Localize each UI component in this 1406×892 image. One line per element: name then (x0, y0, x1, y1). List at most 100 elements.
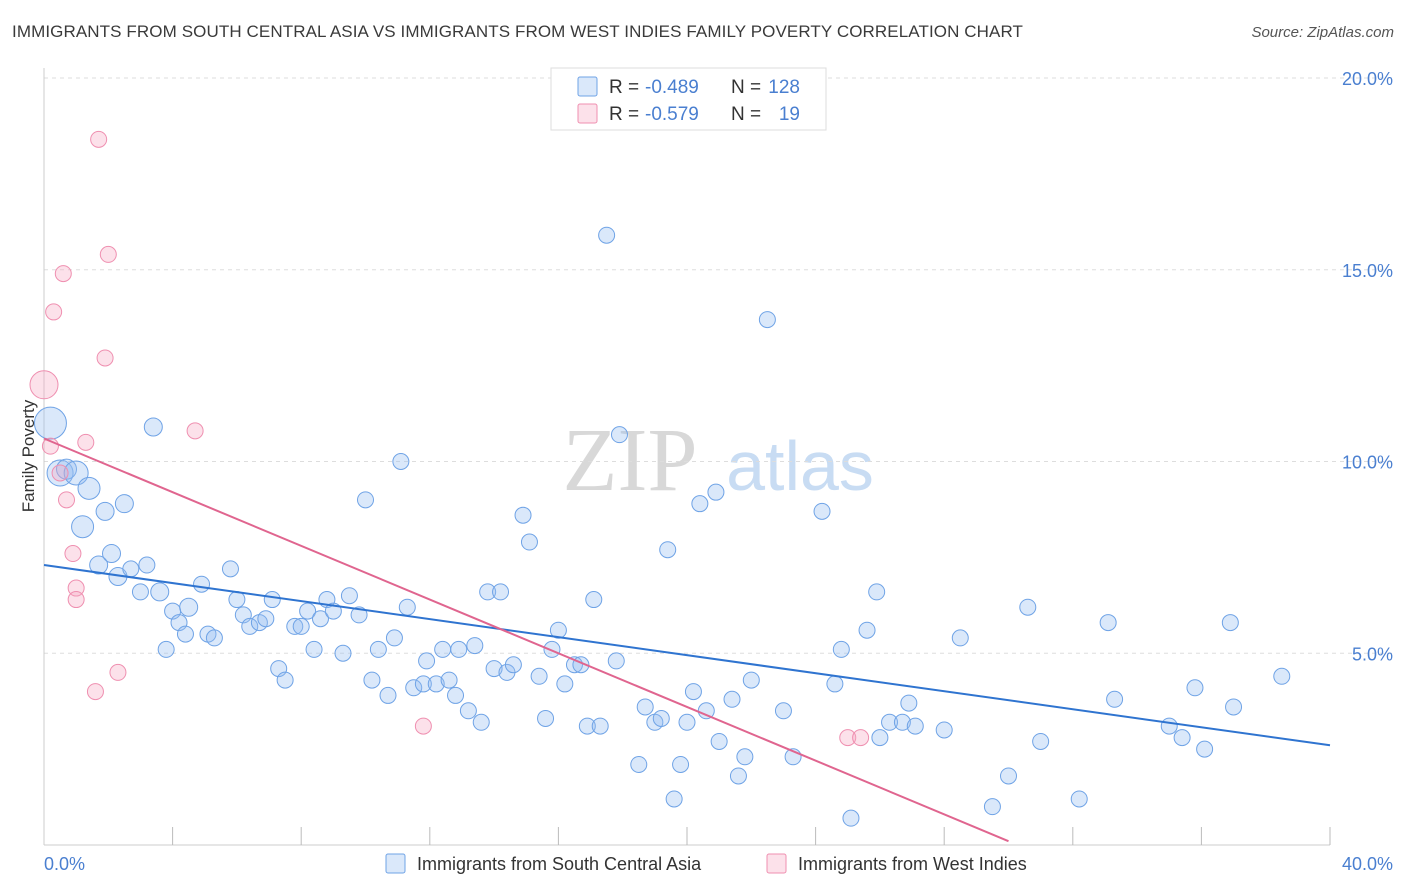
data-point-blue (678, 713, 696, 731)
data-point-pink (54, 265, 72, 283)
data-point-pink (67, 591, 85, 609)
data-point-pink (67, 579, 85, 597)
trend-line-pink (43, 437, 1009, 843)
data-point-blue (935, 721, 953, 739)
data-point-blue (472, 713, 490, 731)
data-point-pink (96, 349, 114, 367)
data-point-blue (63, 460, 89, 486)
watermark: ZIP atlas (563, 411, 874, 510)
data-point-blue (485, 660, 503, 678)
data-point-pink (86, 683, 104, 701)
data-point-blue (334, 644, 352, 662)
data-point-blue (906, 717, 924, 735)
data-point-blue (1160, 717, 1178, 735)
data-point-blue (578, 717, 596, 735)
data-point-blue (826, 675, 844, 693)
data-point-blue (736, 748, 754, 766)
data-point-pink (839, 729, 857, 747)
data-point-blue (774, 702, 792, 720)
data-point-blue (131, 583, 149, 601)
data-point-blue (286, 617, 304, 635)
x-tick-label: 0.0% (44, 854, 85, 874)
data-point-blue (427, 675, 445, 693)
data-point-blue (1019, 598, 1037, 616)
bottom-legend: Immigrants from South Central Asia Immig… (385, 853, 1027, 874)
y-tick-label: 20.0% (1342, 69, 1393, 89)
data-point-blue (710, 732, 728, 750)
data-point-blue (520, 533, 538, 551)
legend-n-label: N = (731, 77, 761, 98)
data-point-pink (29, 370, 59, 400)
data-point-blue (1070, 790, 1088, 808)
legend-n-label: N = (731, 104, 761, 125)
data-point-blue (951, 629, 969, 647)
data-point-blue (418, 652, 436, 670)
chart-source: Source: ZipAtlas.com (1251, 24, 1394, 41)
data-point-blue (479, 583, 497, 601)
data-point-blue (530, 667, 548, 685)
gridlines (44, 77, 1395, 654)
x-tick-label: 40.0% (1342, 854, 1393, 874)
data-point-blue (871, 729, 889, 747)
bottom-legend-label: Immigrants from West Indies (798, 854, 1027, 874)
legend-n-value: 19 (779, 104, 800, 125)
data-point-blue (459, 702, 477, 720)
data-point-blue (591, 717, 609, 735)
watermark-atlas: atlas (726, 427, 874, 505)
data-point-blue (143, 417, 163, 437)
data-point-blue (71, 515, 95, 539)
bottom-legend-label: Immigrants from South Central Asia (417, 854, 702, 874)
data-point-blue (114, 494, 134, 514)
legend-r-value: -0.489 (645, 77, 699, 98)
data-point-blue (758, 311, 776, 329)
data-point-blue (398, 598, 416, 616)
data-point-blue (176, 625, 194, 643)
data-point-blue (1032, 732, 1050, 750)
legend-box: R = -0.489 N = 128 R = -0.579 N = 19 (550, 67, 827, 131)
legend-n-value: 128 (768, 77, 800, 98)
data-point-blue (405, 679, 423, 697)
data-point-blue (311, 610, 329, 628)
y-tick-label: 15.0% (1342, 261, 1393, 281)
data-point-blue (881, 713, 899, 731)
trend-lines (43, 437, 1331, 843)
data-point-blue (636, 698, 654, 716)
data-point-blue (77, 476, 101, 500)
y-tick-label: 5.0% (1352, 644, 1393, 664)
data-point-blue (292, 617, 310, 635)
data-point-blue (241, 617, 259, 635)
data-point-pink (64, 545, 82, 563)
data-point-blue (56, 458, 78, 480)
legend-swatch-blue (577, 76, 598, 97)
data-point-blue (369, 640, 387, 658)
data-point-blue (549, 621, 567, 639)
data-point-blue (102, 544, 122, 564)
data-point-blue (537, 709, 555, 727)
data-point-blue (1273, 667, 1291, 685)
y-axis-label: Family Poverty (19, 399, 38, 512)
legend-r-value: -0.579 (645, 104, 699, 125)
data-point-blue (665, 790, 683, 808)
data-point-blue (385, 629, 403, 647)
data-point-blue (257, 610, 275, 628)
data-point-blue (263, 591, 281, 609)
data-point-blue (868, 583, 886, 601)
legend-swatch-pink (577, 103, 598, 124)
data-point-blue (1000, 767, 1017, 785)
data-point-pink (186, 422, 204, 440)
data-point-blue (33, 406, 67, 440)
data-point-blue (138, 556, 156, 574)
data-point-blue (179, 597, 199, 617)
data-point-pink (45, 303, 63, 321)
data-point-blue (900, 694, 918, 712)
data-point-blue (89, 555, 109, 575)
watermark-zip: ZIP (563, 411, 698, 510)
data-point-blue (392, 453, 410, 470)
data-point-blue (221, 560, 239, 578)
data-point-blue (723, 690, 741, 708)
data-point-blue (305, 640, 323, 658)
data-point-blue (1225, 698, 1243, 716)
data-point-blue (610, 426, 628, 444)
data-point-blue (357, 491, 374, 509)
